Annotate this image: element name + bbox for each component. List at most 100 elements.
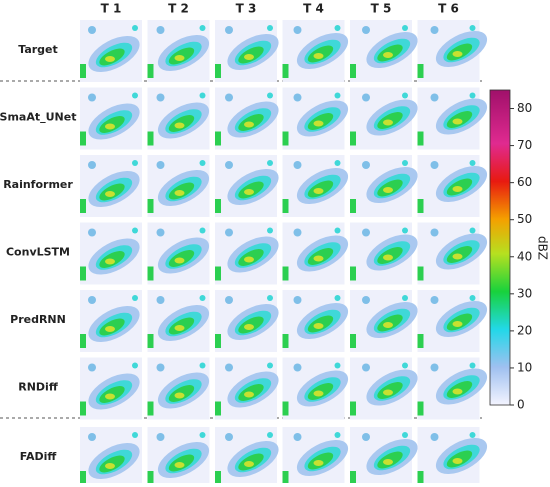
echo-edge [215, 199, 221, 213]
echo-yellow [383, 389, 393, 396]
colorbar-tick-label: 10 [517, 360, 532, 374]
echo-cell [469, 25, 476, 31]
echo-cell [156, 363, 165, 372]
echo-cell [199, 25, 206, 31]
echo-cell [156, 228, 165, 237]
echo-edge [80, 401, 86, 416]
echo-cell [225, 161, 233, 169]
echo-cell [156, 26, 165, 34]
echo-cell [88, 363, 96, 372]
echo-yellow [244, 461, 254, 467]
radar-frame [350, 87, 418, 150]
echo-cell [156, 161, 165, 169]
echo-cell [402, 295, 408, 301]
radar-frame [417, 290, 488, 352]
echo-edge [80, 64, 86, 78]
radar-frame [350, 427, 418, 487]
echo-edge [417, 64, 424, 78]
echo-edge [350, 334, 356, 348]
echo-cell [293, 26, 302, 34]
echo-yellow [313, 390, 324, 397]
echo-edge [147, 471, 154, 485]
echo-yellow [174, 392, 185, 399]
radar-frame [147, 290, 210, 352]
echo-cell [156, 93, 165, 102]
radar-frame [282, 427, 349, 487]
radar-frame [147, 20, 210, 82]
echo-yellow [383, 187, 393, 193]
echo-yellow [313, 323, 324, 329]
echo-cell [430, 433, 439, 441]
echo-cell [88, 26, 96, 34]
echo-yellow [313, 120, 324, 127]
echo-cell [402, 432, 408, 438]
echo-cell [362, 363, 370, 372]
row-label: PredRNN [10, 313, 66, 326]
echo-edge [215, 64, 221, 78]
radar-frame [80, 290, 142, 352]
echo-cell [293, 161, 302, 169]
radar-frame [282, 155, 349, 217]
echo-cell [430, 228, 439, 237]
echo-cell [430, 26, 439, 34]
radar-frame [80, 222, 142, 285]
radar-frame [350, 222, 418, 285]
radar-frame [147, 222, 210, 285]
echo-cell [267, 362, 273, 369]
echo-cell [334, 227, 341, 234]
column-header: T 3 [236, 2, 257, 16]
radar-frame [282, 357, 349, 420]
echo-cell [88, 296, 96, 304]
echo-yellow [174, 190, 185, 196]
echo-cell [225, 433, 233, 441]
echo-edge [350, 401, 356, 416]
echo-cell [267, 92, 273, 99]
column-header: T 1 [101, 2, 122, 16]
echo-edge [147, 266, 154, 281]
radar-frame [147, 87, 210, 150]
echo-edge [80, 131, 86, 146]
echo-edge [417, 334, 424, 348]
echo-cell [88, 433, 96, 441]
echo-cell [156, 433, 165, 441]
echo-cell [334, 432, 341, 438]
echo-cell [88, 161, 96, 169]
echo-cell [132, 227, 138, 234]
echo-cell [430, 296, 439, 304]
echo-edge [350, 64, 356, 78]
echo-cell [334, 160, 341, 166]
echo-edge [417, 131, 424, 146]
echo-edge [350, 266, 356, 281]
column-header: T 4 [303, 2, 324, 16]
echo-yellow [383, 459, 393, 465]
echo-cell [469, 295, 476, 301]
echo-yellow [105, 123, 115, 130]
radar-frame [282, 87, 349, 150]
echo-edge [215, 334, 221, 348]
echo-edge [80, 471, 86, 485]
echo-yellow [244, 121, 254, 128]
colorbar-tick-label: 80 [517, 101, 532, 115]
echo-yellow [452, 186, 463, 192]
echo-yellow [244, 54, 254, 60]
echo-cell [334, 25, 341, 31]
echo-yellow [383, 254, 393, 261]
colorbar-label: dBZ [536, 236, 550, 260]
echo-cell [225, 26, 233, 34]
echo-cell [402, 362, 408, 369]
echo-cell [267, 25, 273, 31]
echo-edge [282, 334, 289, 348]
radar-frame [350, 357, 418, 420]
echo-cell [362, 93, 370, 102]
echo-edge [147, 401, 154, 416]
echo-cell [469, 92, 476, 99]
echo-edge [80, 266, 86, 281]
echo-cell [225, 228, 233, 237]
colorbar-tick-label: 30 [517, 286, 532, 300]
echo-cell [88, 93, 96, 102]
row-label: ConvLSTM [6, 246, 70, 259]
echo-edge [282, 199, 289, 213]
echo-cell [362, 161, 370, 169]
echo-edge [350, 131, 356, 146]
colorbar-tick-label: 70 [517, 138, 532, 152]
